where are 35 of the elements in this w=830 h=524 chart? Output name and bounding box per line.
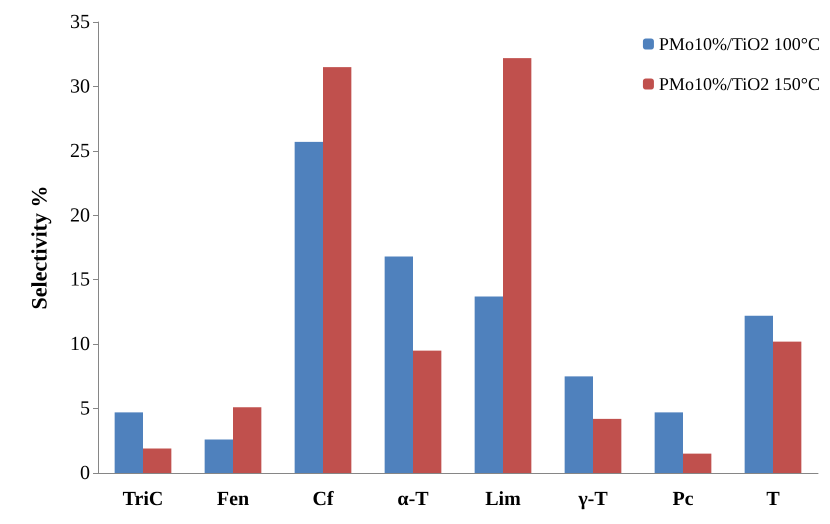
x-tick-label: γ-T (577, 488, 608, 510)
y-tick-label: 0 (80, 462, 90, 484)
bar (744, 316, 773, 473)
legend-label: PMo10%/TiO2 150°C (658, 74, 820, 94)
bar (294, 142, 323, 473)
bar (773, 342, 802, 473)
y-axis-title: Selectivity % (26, 185, 52, 310)
bar (683, 454, 712, 473)
bar (503, 58, 532, 473)
y-tick-label: 20 (70, 204, 90, 226)
y-tick-label: 25 (70, 140, 90, 162)
y-tick-label: 10 (70, 333, 90, 356)
bar (323, 67, 352, 473)
bar (654, 412, 683, 473)
y-tick-label: 15 (70, 268, 90, 291)
bar (564, 376, 593, 473)
bar (384, 256, 413, 473)
bar (593, 418, 622, 473)
x-tick-label: Fen (216, 488, 250, 510)
x-tick-label: TriC (122, 488, 164, 510)
y-tick-label: 35 (70, 11, 90, 33)
bar (114, 412, 143, 473)
legend-label: PMo10%/TiO2 100°C (658, 34, 820, 54)
bar (233, 407, 262, 473)
bar (143, 448, 172, 473)
x-tick-label: Cf (312, 488, 334, 510)
bar (413, 350, 442, 473)
y-tick-label: 5 (80, 398, 90, 420)
x-tick-label: T (766, 488, 780, 510)
bar (204, 439, 233, 473)
x-tick-label: Lim (485, 488, 522, 510)
x-tick-label: α-T (397, 488, 430, 510)
x-tick-label: Pc (672, 488, 694, 510)
bar (474, 296, 503, 473)
y-tick-label: 30 (70, 75, 90, 98)
